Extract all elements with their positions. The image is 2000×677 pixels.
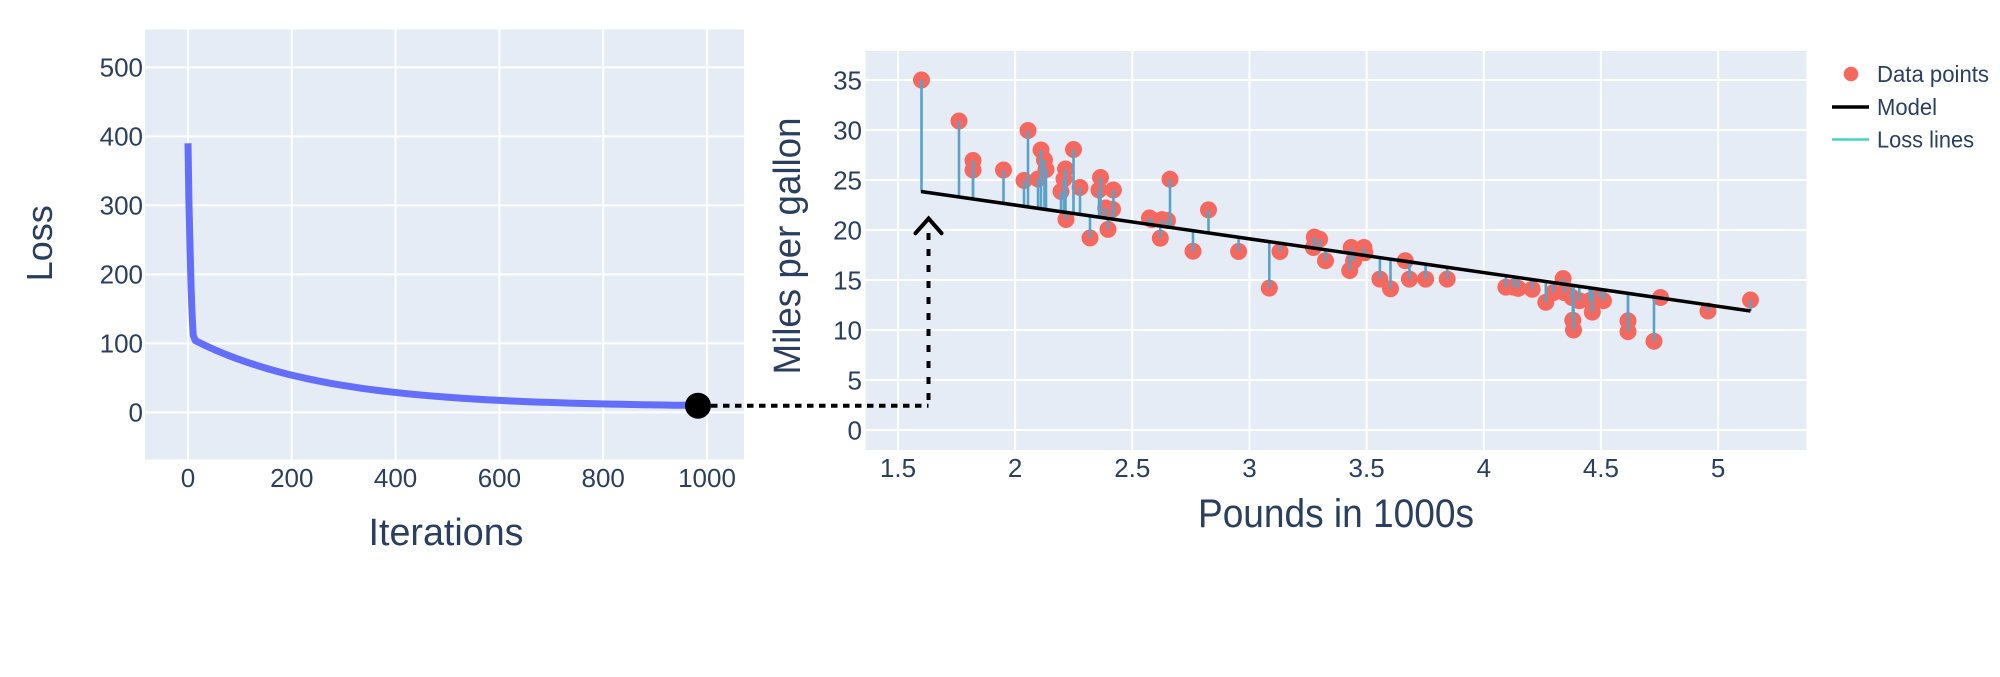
- svg-text:15: 15: [833, 265, 862, 295]
- svg-text:Miles per gallon: Miles per gallon: [767, 118, 809, 375]
- svg-text:1.5: 1.5: [880, 453, 916, 483]
- svg-text:5: 5: [1711, 453, 1725, 483]
- svg-text:2.5: 2.5: [1114, 453, 1150, 483]
- svg-text:Loss lines: Loss lines: [1877, 127, 1974, 153]
- svg-text:3.5: 3.5: [1349, 453, 1385, 483]
- svg-text:Model: Model: [1877, 94, 1937, 120]
- svg-text:0: 0: [848, 415, 862, 445]
- svg-text:400: 400: [374, 463, 417, 493]
- svg-text:400: 400: [100, 122, 143, 152]
- svg-text:25: 25: [833, 165, 862, 195]
- svg-text:200: 200: [270, 463, 313, 493]
- svg-text:800: 800: [582, 463, 625, 493]
- svg-text:200: 200: [100, 260, 143, 290]
- svg-text:Data points: Data points: [1877, 61, 1989, 87]
- svg-text:4: 4: [1477, 453, 1491, 483]
- svg-text:300: 300: [100, 191, 143, 221]
- svg-text:20: 20: [833, 215, 862, 245]
- svg-text:10: 10: [833, 315, 862, 345]
- svg-text:500: 500: [100, 53, 143, 83]
- svg-text:Iterations: Iterations: [369, 512, 524, 554]
- svg-text:600: 600: [478, 463, 521, 493]
- svg-text:0: 0: [129, 398, 143, 428]
- svg-text:100: 100: [100, 329, 143, 359]
- svg-text:Pounds in 1000s: Pounds in 1000s: [1198, 492, 1474, 536]
- svg-text:35: 35: [833, 65, 862, 95]
- svg-text:2: 2: [1008, 453, 1022, 483]
- svg-text:0: 0: [181, 463, 195, 493]
- svg-text:5: 5: [848, 365, 862, 395]
- svg-text:3: 3: [1242, 453, 1256, 483]
- svg-text:Loss: Loss: [19, 205, 60, 281]
- svg-text:4.5: 4.5: [1583, 453, 1619, 483]
- svg-text:1000: 1000: [678, 463, 736, 493]
- svg-text:30: 30: [833, 115, 862, 145]
